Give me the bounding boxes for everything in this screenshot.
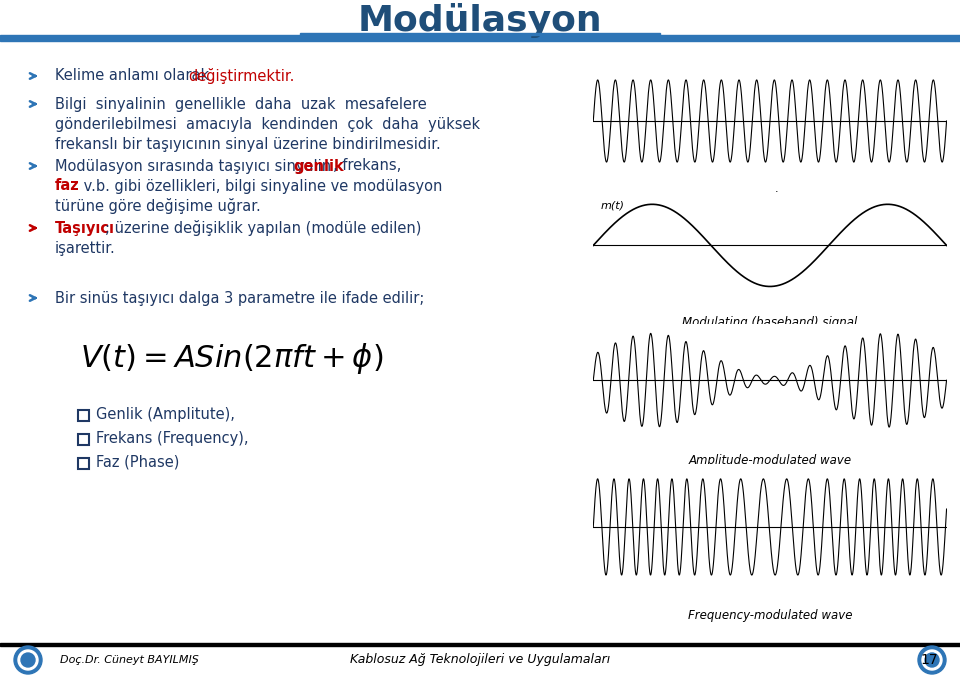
Circle shape — [18, 650, 38, 670]
Text: v.b. gibi özellikleri, bilgi sinyaline ve modülasyon: v.b. gibi özellikleri, bilgi sinyaline v… — [79, 178, 443, 193]
Text: Doç.Dr. Cüneyt BAYILMIŞ: Doç.Dr. Cüneyt BAYILMIŞ — [60, 655, 199, 665]
Text: Modülasyon sırasında taşıyıcı sinyalin: Modülasyon sırasında taşıyıcı sinyalin — [55, 158, 336, 174]
Bar — [78, 410, 89, 421]
Text: Amplitude-modulated wave: Amplitude-modulated wave — [688, 454, 852, 467]
Text: ; üzerine değişiklik yapılan (modüle edilen): ; üzerine değişiklik yapılan (modüle edi… — [105, 220, 421, 236]
Text: Frequency-modulated wave: Frequency-modulated wave — [687, 610, 852, 623]
Text: değiştirmektir.: değiştirmektir. — [188, 68, 295, 84]
Bar — [78, 434, 89, 445]
Text: m(t): m(t) — [600, 201, 624, 210]
Text: Taşıyıcı: Taşıyıcı — [55, 220, 115, 235]
Text: Bir sinüs taşıyıcı dalga 3 parametre ile ifade edilir;: Bir sinüs taşıyıcı dalga 3 parametre ile… — [55, 291, 424, 306]
Text: işarettir.: işarettir. — [55, 241, 116, 256]
Text: türüne göre değişime uğrar.: türüne göre değişime uğrar. — [55, 198, 261, 214]
Text: Modülasyon: Modülasyon — [358, 3, 602, 37]
Text: Faz (Phase): Faz (Phase) — [96, 454, 180, 470]
Bar — [300, 32, 660, 35]
Text: , frekans,: , frekans, — [333, 158, 401, 174]
Text: 17: 17 — [921, 653, 938, 667]
Text: Frekans (Frequency),: Frekans (Frequency), — [96, 431, 249, 445]
Text: Kelime anlamı olarak: Kelime anlamı olarak — [55, 68, 214, 84]
Text: Modulating (baseband) signal: Modulating (baseband) signal — [683, 316, 857, 329]
Text: gönderilebilmesi  amacıyla  kendinden  çok  daha  yüksek: gönderilebilmesi amacıyla kendinden çok … — [55, 116, 480, 132]
Text: Carrier: Carrier — [750, 191, 790, 205]
Bar — [0, 35, 960, 41]
Bar — [0, 643, 960, 646]
Text: genlik: genlik — [293, 158, 344, 174]
Circle shape — [925, 653, 939, 667]
Circle shape — [918, 646, 946, 674]
Text: Kablosuz Ağ Teknolojileri ve Uygulamaları: Kablosuz Ağ Teknolojileri ve Uygulamalar… — [349, 654, 611, 667]
Circle shape — [14, 646, 42, 674]
Text: faz: faz — [55, 178, 80, 193]
Text: Genlik (Amplitute),: Genlik (Amplitute), — [96, 406, 235, 422]
Circle shape — [21, 653, 35, 667]
Circle shape — [922, 650, 942, 670]
Text: Bilgi  sinyalinin  genellikle  daha  uzak  mesafelere: Bilgi sinyalinin genellikle daha uzak me… — [55, 97, 427, 112]
Text: $V(t) = ASin(2\pi ft + \phi)$: $V(t) = ASin(2\pi ft + \phi)$ — [80, 341, 383, 375]
Text: frekanslı bir taşıyıcının sinyal üzerine bindirilmesidir.: frekanslı bir taşıyıcının sinyal üzerine… — [55, 137, 441, 151]
Bar — [78, 458, 89, 469]
